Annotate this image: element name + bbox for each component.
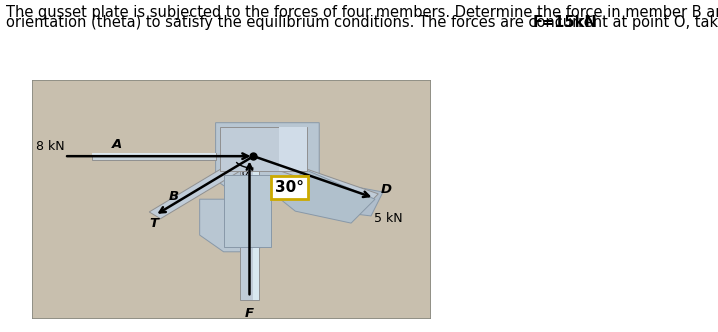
Text: orientation (theta) to satisfy the equilibrium conditions. The forces are concur: orientation (theta) to satisfy the equil… bbox=[6, 15, 718, 30]
Polygon shape bbox=[292, 180, 383, 216]
Text: 5 kN: 5 kN bbox=[374, 212, 403, 225]
Text: C: C bbox=[254, 212, 264, 225]
Polygon shape bbox=[92, 153, 215, 160]
Text: D: D bbox=[381, 183, 391, 196]
Text: F: F bbox=[245, 307, 254, 320]
Polygon shape bbox=[215, 123, 320, 199]
Polygon shape bbox=[253, 156, 259, 299]
Text: B: B bbox=[169, 190, 179, 204]
Polygon shape bbox=[279, 127, 307, 171]
Text: A: A bbox=[112, 138, 122, 151]
Polygon shape bbox=[223, 175, 271, 247]
Polygon shape bbox=[149, 153, 259, 219]
Polygon shape bbox=[220, 127, 307, 171]
Text: 30°: 30° bbox=[275, 180, 304, 195]
Text: T: T bbox=[149, 216, 158, 229]
Polygon shape bbox=[32, 80, 431, 319]
Text: The gusset plate is subjected to the forces of four members. Determine the force: The gusset plate is subjected to the for… bbox=[6, 5, 718, 20]
Text: F=15kN: F=15kN bbox=[533, 15, 597, 30]
Polygon shape bbox=[200, 199, 264, 252]
Text: 8 kN: 8 kN bbox=[37, 139, 65, 153]
Polygon shape bbox=[249, 152, 378, 202]
Text: O: O bbox=[259, 139, 271, 153]
Text: θ: θ bbox=[241, 168, 248, 178]
Polygon shape bbox=[92, 153, 215, 155]
Polygon shape bbox=[240, 156, 259, 299]
Polygon shape bbox=[271, 171, 375, 223]
